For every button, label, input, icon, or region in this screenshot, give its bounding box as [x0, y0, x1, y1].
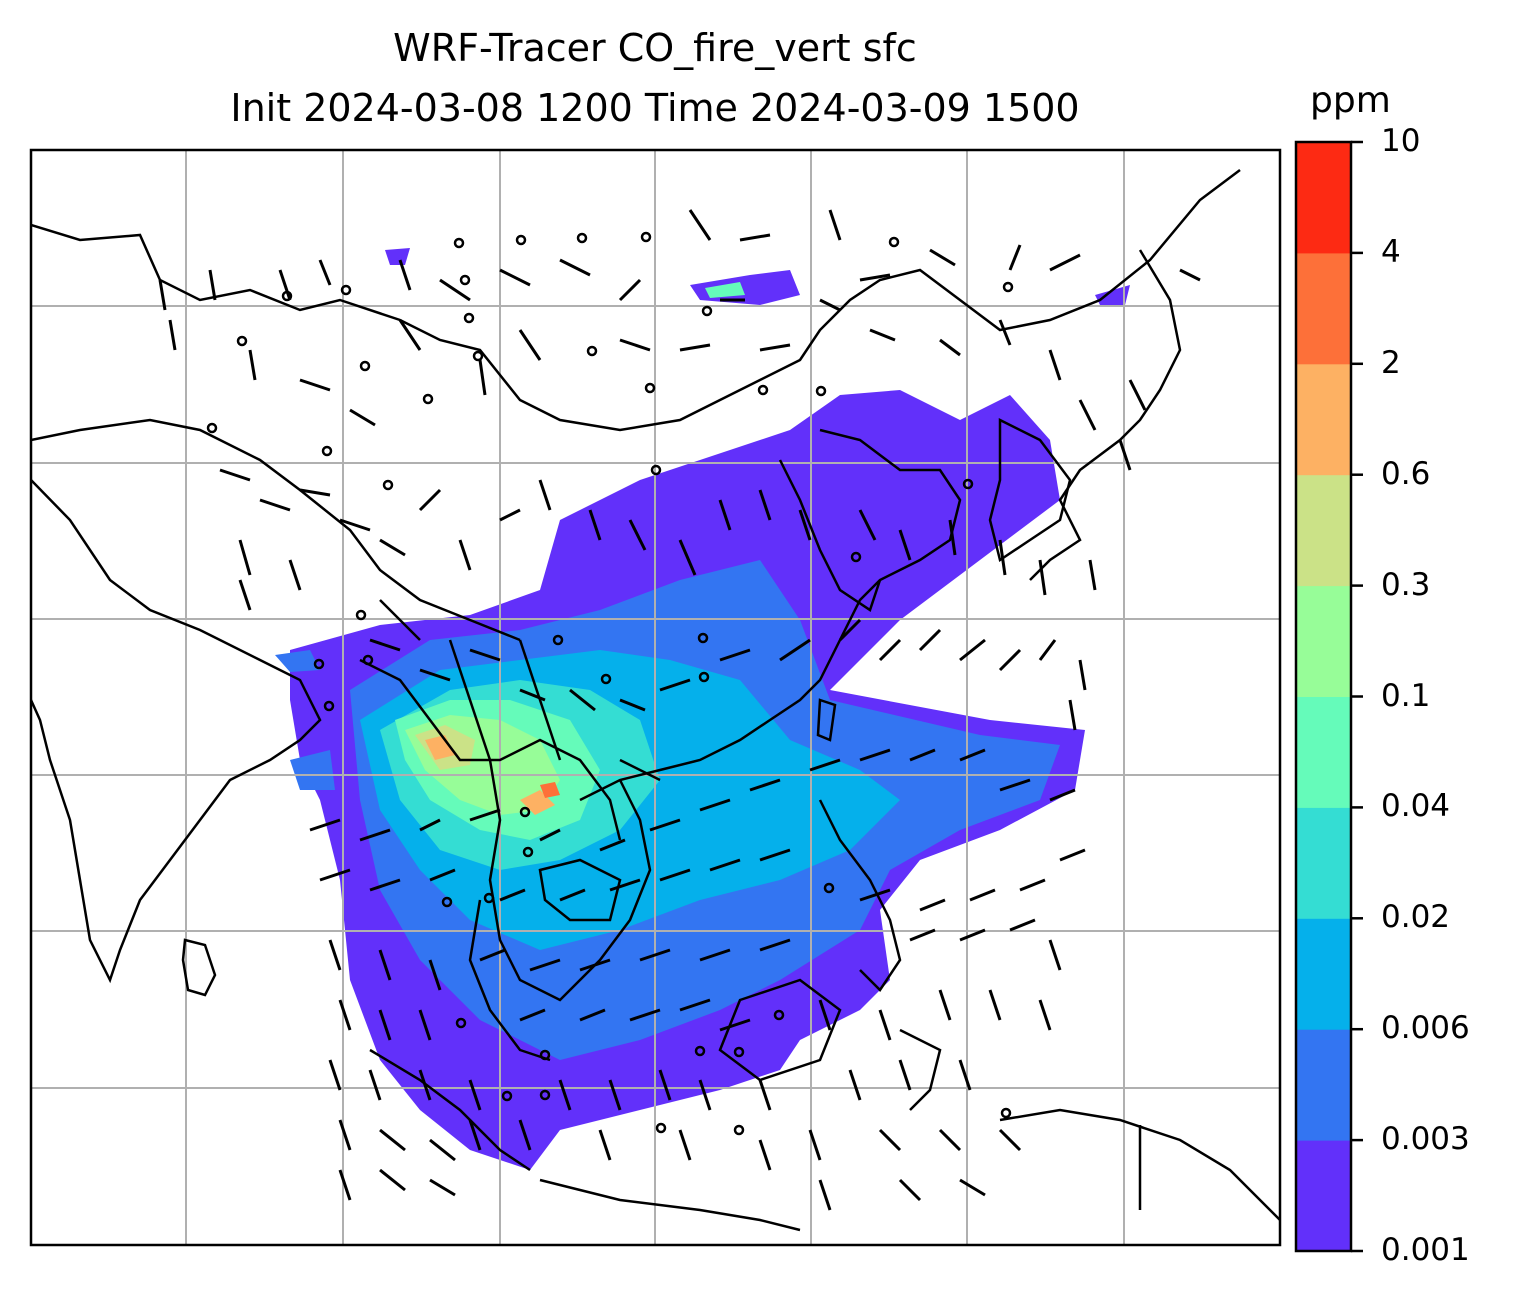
- new-guinea: [999, 1108, 1280, 1221]
- colorbar-tick-label: 0.3: [1381, 566, 1431, 603]
- colorbar-segment: [1296, 142, 1351, 254]
- coastlines: [31, 169, 1280, 1232]
- philippines: [818, 799, 902, 992]
- bohai-gulf: [778, 459, 882, 612]
- colorbar-segment: [1296, 474, 1351, 587]
- colorbar-tick-label: 0.6: [1381, 455, 1431, 492]
- fill-level-8: [425, 735, 555, 815]
- map-title: WRF-Tracer CO_fire_vert sfc: [393, 26, 917, 70]
- calm-wind-markers: [206, 231, 1014, 1136]
- colorbar-segment: [1296, 1029, 1351, 1141]
- colorbar-unit: ppm: [1310, 80, 1391, 121]
- colorbar-tick-label: 0.04: [1381, 788, 1451, 825]
- sri-lanka: [181, 938, 217, 997]
- colorbar-segment: [1296, 918, 1351, 1030]
- korea: [988, 417, 1072, 563]
- colorbar-segment: [1296, 363, 1351, 476]
- fill-india-patch: [275, 650, 335, 790]
- wind-barbs: [158, 209, 1201, 1211]
- china-north-border: [31, 169, 1241, 432]
- colorbar: [1294, 140, 1363, 1253]
- map-frame: [29, 148, 1282, 1247]
- taiwan: [816, 698, 837, 742]
- inland-borders: [359, 599, 661, 841]
- colorbar-tick-label: 0.001: [1381, 1232, 1470, 1268]
- colorbar-tick-label: 0.006: [1381, 1010, 1470, 1047]
- concentration-fill: [275, 248, 1130, 1170]
- colorbar-tick-label: 4: [1381, 233, 1401, 270]
- colorbar-segment: [1296, 696, 1351, 808]
- fill-northern-patch-inner: [705, 282, 745, 298]
- colorbar-tick-label: 0.1: [1381, 677, 1431, 714]
- map-area: [31, 150, 1280, 1245]
- sulawesi: [899, 1028, 942, 1111]
- fill-northern-patch: [385, 248, 1130, 305]
- gridlines: [31, 150, 1280, 1245]
- malay-peninsula: [468, 899, 551, 1062]
- colorbar-segment: [1296, 1140, 1351, 1252]
- colorbar-tick-label: 10: [1381, 123, 1421, 159]
- java: [539, 1178, 801, 1232]
- colorbar-segment: [1296, 585, 1351, 697]
- colorbar-tick-label: 2: [1381, 344, 1401, 381]
- borneo: [718, 978, 842, 1082]
- map-subtitle: Init 2024-03-08 1200 Time 2024-03-09 150…: [230, 86, 1080, 130]
- colorbar-segment: [1296, 807, 1351, 919]
- himalaya-border: [31, 418, 521, 642]
- gulf-of-thailand: [538, 858, 622, 922]
- colorbar-segment: [1296, 252, 1351, 365]
- china-coast: [579, 428, 962, 802]
- sumatra: [369, 1048, 531, 1172]
- india-coast: [31, 479, 322, 984]
- colorbar-tick-label: 0.003: [1381, 1121, 1470, 1158]
- fill-level-9: [540, 782, 560, 798]
- colorbar-tick-label: 0.02: [1381, 899, 1451, 936]
